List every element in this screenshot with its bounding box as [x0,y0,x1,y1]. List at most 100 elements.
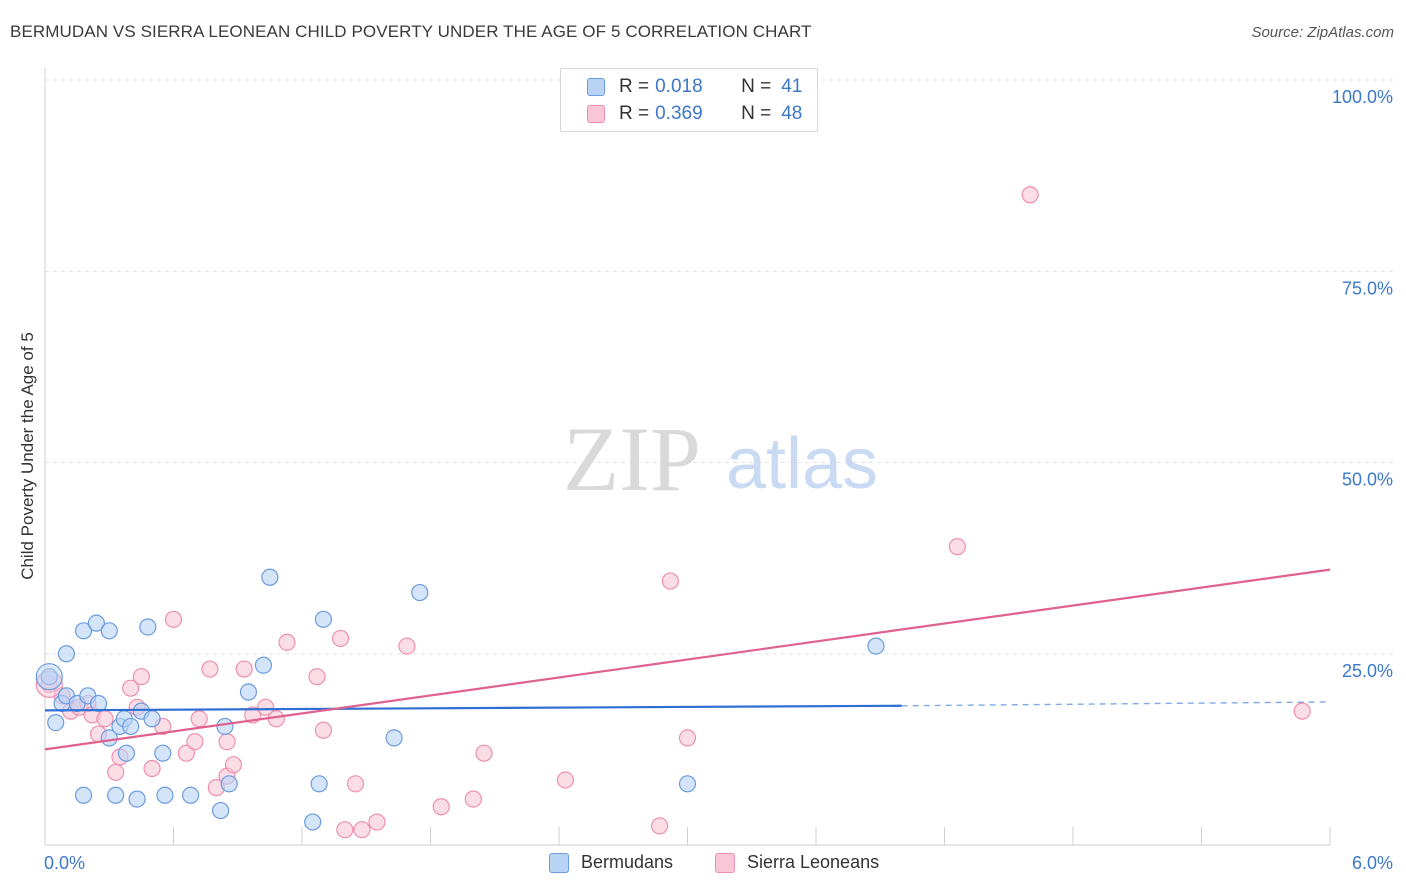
bermudan-point [220,775,238,793]
bermudan-point [254,656,273,674]
y-tick-label: 25.0% [1342,661,1393,681]
legend-r-value: 0.018 [655,76,703,97]
sierra-leonean-point [1021,186,1039,204]
bermudan-point [128,790,146,808]
legend-item-label: Sierra Leoneans [747,852,880,872]
legend-swatch-pink [587,105,605,123]
bermudan-point [100,622,118,640]
bermudan-point [74,786,93,804]
sierra-leonean-point [256,698,275,716]
sierra-leonean-point [651,817,669,835]
y-tick-label: 50.0% [1342,470,1393,490]
sierra-leonean-point [464,790,482,808]
sierra-leonean-point [432,798,450,816]
legend-swatch-blue [549,852,569,873]
bermudan-point [239,683,258,701]
bermudan-point [89,694,108,713]
bermudan-point [143,710,161,728]
bermudan-point [156,786,174,804]
sierra-leonean-point [201,660,219,678]
sierra-leonean-point [475,744,493,762]
source-label: Source: ZipAtlas.com [1251,24,1394,41]
watermark-atlas: atlas [726,424,878,504]
sierra-leonean-point [107,763,125,781]
bermudan-point [216,717,234,736]
bermudan-point [117,744,135,762]
bermudan-point [411,583,429,602]
sierra-leonean-point [314,721,333,739]
bermudan-point [678,775,697,793]
x-tick-label: 0.0% [44,853,85,873]
sierra-leonean-point [308,668,326,686]
legend-r-value: 0.369 [655,103,703,124]
sierra-leonean-point [164,610,183,628]
sierra-leonean-point [948,538,966,556]
legend-n-label: N = [741,76,772,97]
bermudan-point [139,618,157,636]
bermudan-point [867,637,885,655]
sierra-leonean-point [122,679,140,697]
legend-item-label: Bermudans [581,852,674,872]
series-bermudans [35,568,885,831]
series-legend: Bermudans Sierra Leoneans [0,852,1406,878]
legend-n-value: 48 [781,103,803,124]
sierra-leonean-point [177,744,195,762]
sierra-leonean-point [331,629,350,648]
bermudan-point [314,610,333,628]
bermudan-point [107,786,125,804]
sierra-leonean-point [190,710,208,728]
bermudan-point [154,744,172,762]
sierra-leonean-point [278,633,296,651]
sierra-leonean-point [556,771,575,789]
legend-row-sierra-leoneans: R = 0.369 N = 48 [587,101,802,127]
sierra-leonean-point [661,572,679,590]
sierra-leonean-point [678,729,697,747]
bermudan-point [47,713,65,732]
axes [44,68,1331,846]
sierra-leonean-trend-line [44,568,1331,751]
legend-swatch-pink [715,852,735,873]
sierra-leonean-point [346,775,365,793]
sierra-leonean-point [368,813,386,831]
bermudan-point [304,813,322,831]
x-tick-label: 6.0% [1352,853,1393,873]
chart-title: BERMUDAN VS SIERRA LEONEAN CHILD POVERTY… [10,22,812,41]
y-tick-label: 100.0% [1332,87,1393,107]
bermudan-trend-line [44,704,902,712]
bermudan-point [261,568,279,586]
stats-legend: R = 0.018 N = 41 R = 0.369 N = 48 [560,68,818,132]
sierra-leonean-point [224,756,243,774]
sierra-leonean-point [143,759,161,778]
y-tick-label: 75.0% [1342,278,1393,298]
bermudan-point [57,645,76,663]
bermudan-point [35,663,63,691]
sierra-leonean-point [1293,702,1311,720]
legend-item-bermudans[interactable]: Bermudans [549,852,673,873]
sierra-leonean-point [398,637,416,655]
legend-r-label: R = [619,76,650,97]
sierra-leonean-point [353,821,371,839]
bermudan-point [212,801,230,820]
legend-n-label: N = [741,103,772,124]
sierra-leonean-point [235,660,253,678]
legend-item-sierra-leoneans[interactable]: Sierra Leoneans [715,852,879,873]
bermudan-point [87,614,106,632]
sierra-leonean-point [186,733,204,751]
legend-row-bermudans: R = 0.018 N = 41 [587,74,802,100]
sierra-leonean-point [336,821,354,839]
watermark-zip: ZIP [563,408,701,510]
sierra-leonean-point [218,733,236,751]
sierra-leonean-point [132,668,150,686]
legend-n-value: 41 [781,76,803,97]
legend-r-label: R = [619,103,650,124]
watermark: ZIP atlas [563,408,878,510]
bermudan-point [122,717,140,736]
bermudan-point [385,729,403,747]
gridlines [45,79,1395,655]
sierra-leonean-point [96,710,114,728]
tick-labels: 25.0% 50.0% 75.0% 100.0% 0.0% 6.0% [44,87,1393,873]
bermudan-trend-extension [901,701,1331,707]
series-sierra-leoneans [35,186,1311,839]
bermudan-point [310,775,328,793]
